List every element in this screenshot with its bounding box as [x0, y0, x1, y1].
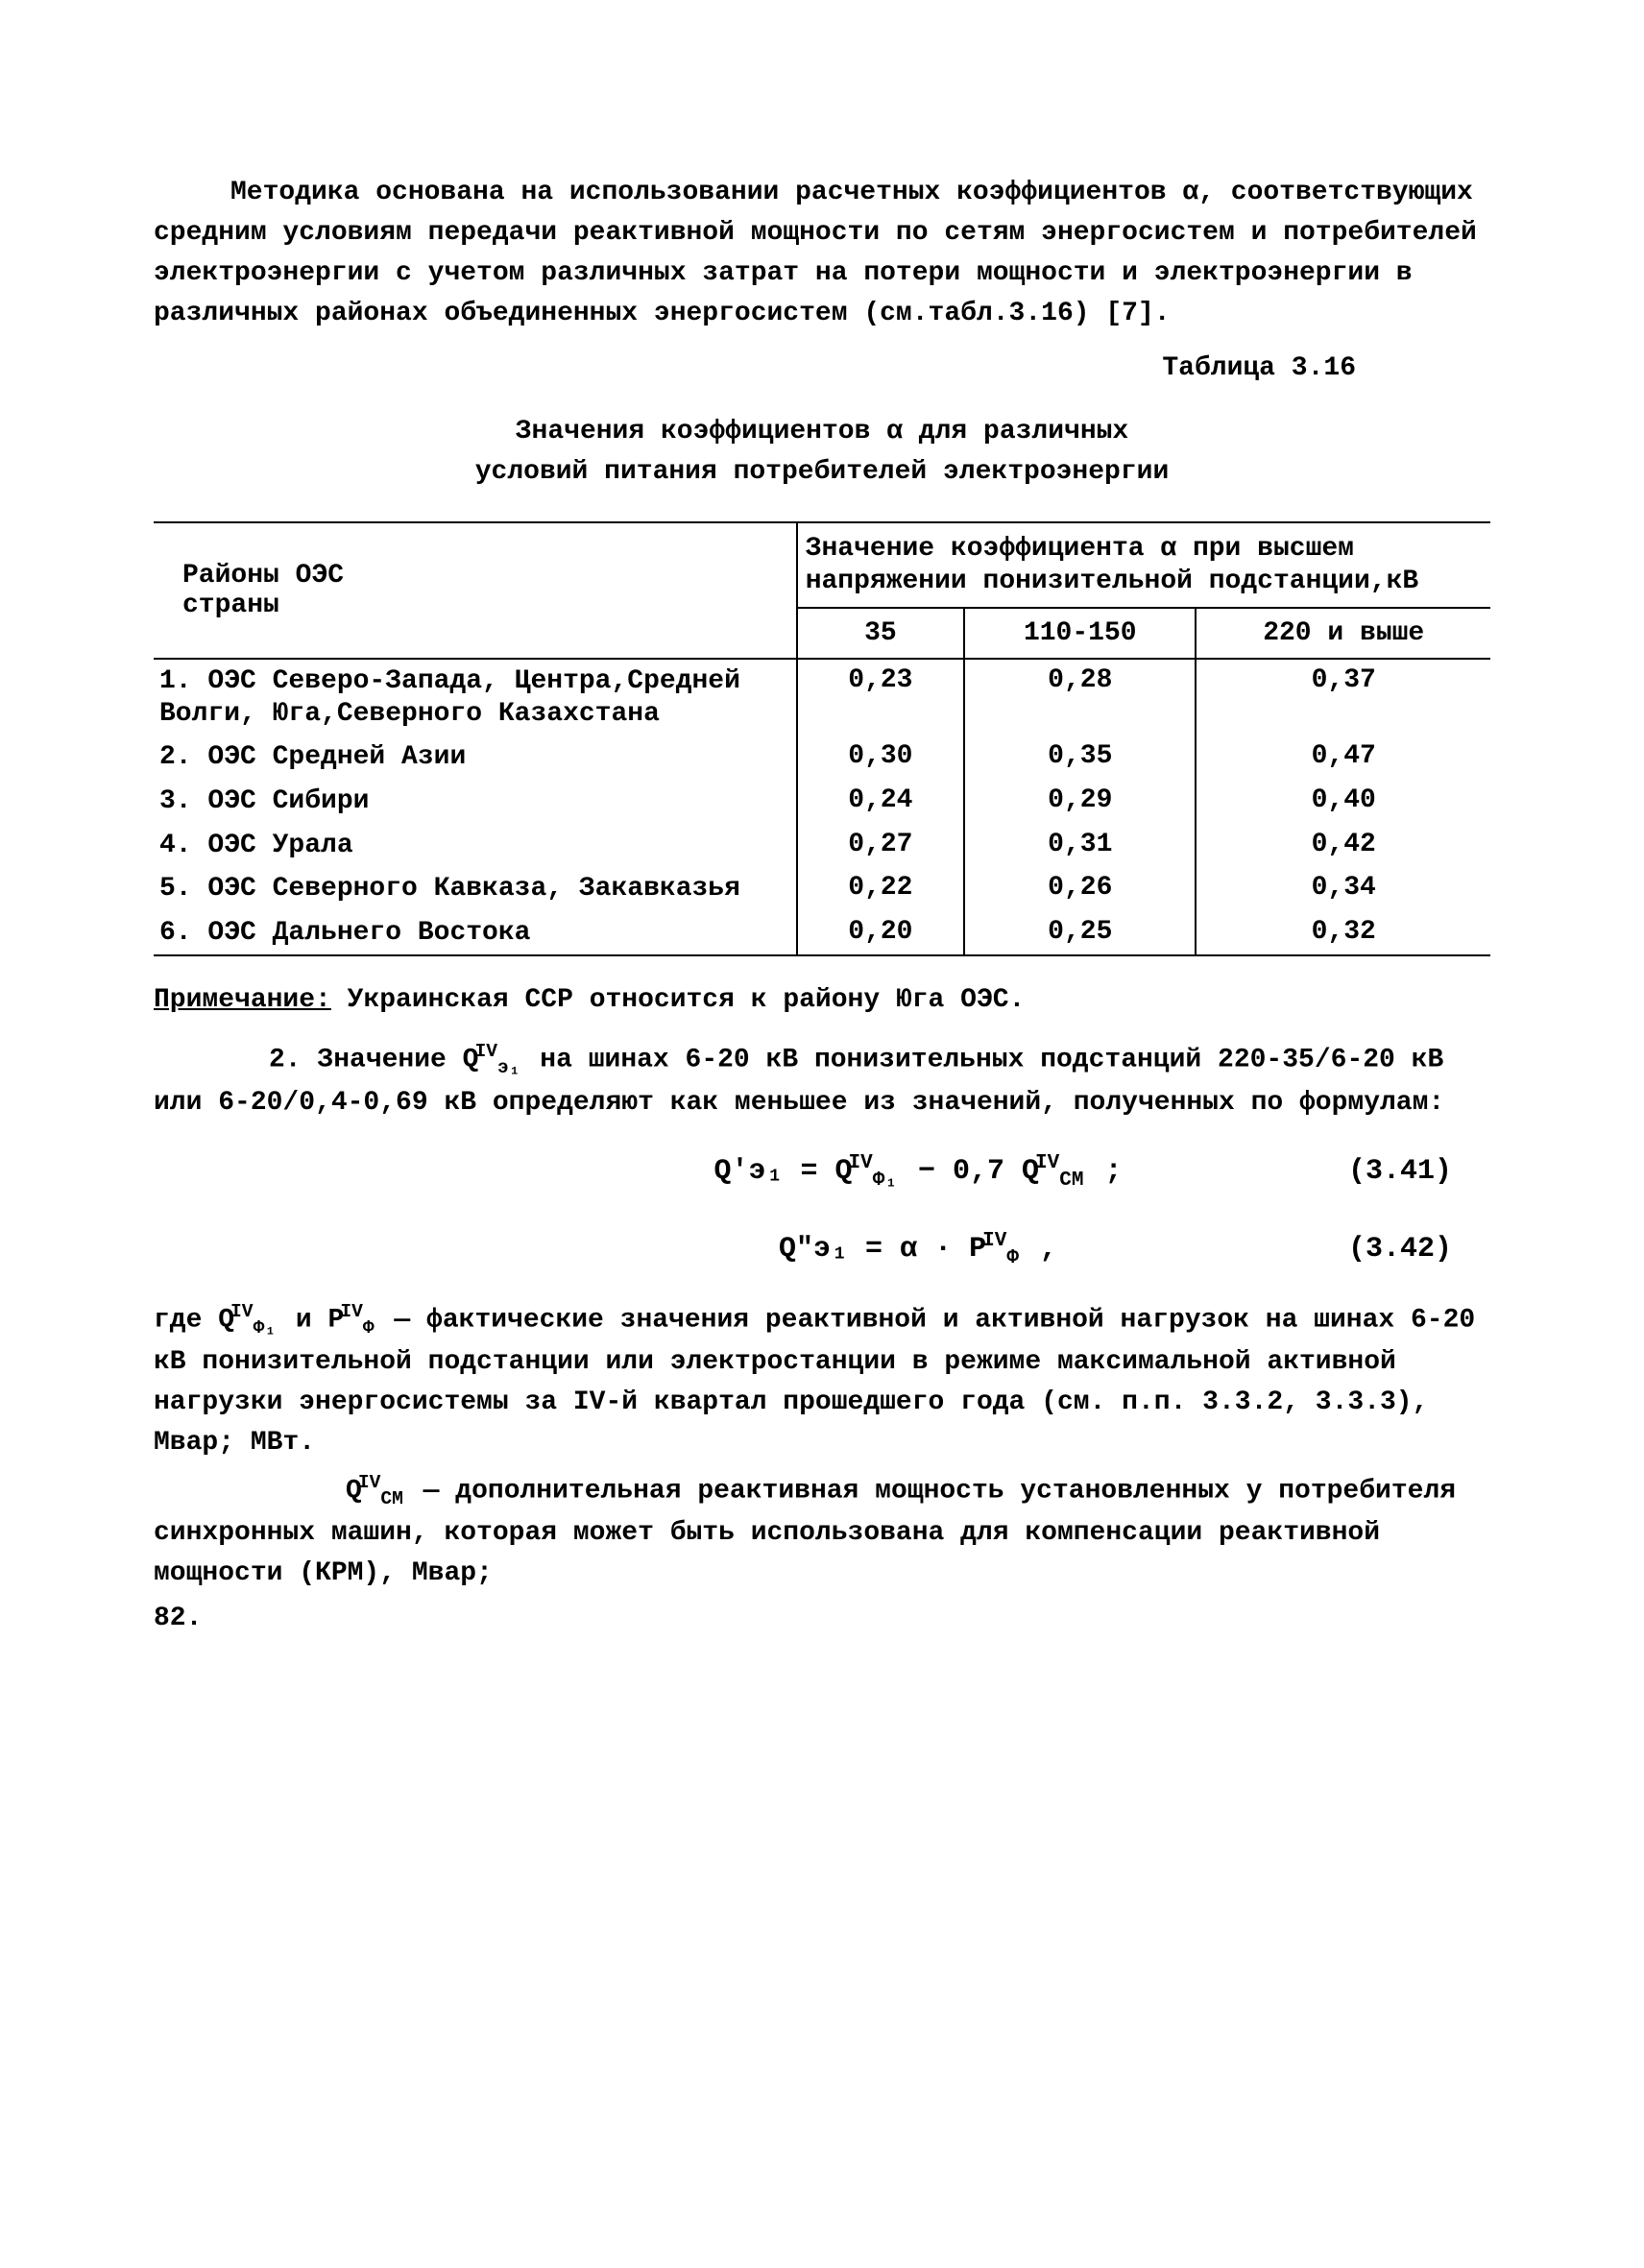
region-cell: 4. ОЭС Урала: [154, 824, 797, 868]
formula-number: (3.41): [1348, 1143, 1452, 1200]
table-row: 5. ОЭС Северного Кавказа, Закавказья 0,2…: [154, 867, 1490, 911]
header-regions: Районы ОЭС страны: [154, 522, 797, 659]
table-row: 2. ОЭС Средней Азии 0,30 0,35 0,47: [154, 736, 1490, 780]
section2-paragraph: 2. Значение QIVэ₁ на шинах 6-20 кВ пониз…: [154, 1038, 1490, 1122]
table-title: Значения коэффициентов α для различных у…: [154, 412, 1490, 493]
region-cell: 6. ОЭС Дальнего Востока: [154, 911, 797, 956]
value-cell: 0,22: [797, 867, 964, 911]
subheader-110-150: 110-150: [964, 608, 1196, 659]
note-text: Украинская ССР относится к району Юга ОЭ…: [331, 985, 1026, 1015]
subheader-35: 35: [797, 608, 964, 659]
value-cell: 0,32: [1196, 911, 1490, 956]
qcm-paragraph: QIVСМ — дополнительная реактивная мощнос…: [154, 1469, 1490, 1594]
value-cell: 0,29: [964, 780, 1196, 824]
formula-text: Q"э₁ = α · PIVФ ,: [779, 1220, 1057, 1279]
note-label: Примечание:: [154, 985, 331, 1015]
intro-paragraph: Методика основана на использовании расче…: [154, 173, 1490, 334]
value-cell: 0,20: [797, 911, 964, 956]
formula-text: Q'э₁ = QIVФ₁ − 0,7 QIVСМ ;: [714, 1143, 1123, 1201]
value-cell: 0,47: [1196, 736, 1490, 780]
value-cell: 0,34: [1196, 867, 1490, 911]
value-cell: 0,25: [964, 911, 1196, 956]
value-cell: 0,42: [1196, 824, 1490, 868]
region-cell: 5. ОЭС Северного Кавказа, Закавказья: [154, 867, 797, 911]
value-cell: 0,40: [1196, 780, 1490, 824]
where-paragraph: где QIVФ₁ и PIVФ — фактические значения …: [154, 1298, 1490, 1463]
value-cell: 0,24: [797, 780, 964, 824]
formula-3-42: Q"э₁ = α · PIVФ , (3.42): [154, 1220, 1490, 1279]
value-cell: 0,37: [1196, 659, 1490, 736]
table-label: Таблица 3.16: [154, 353, 1356, 383]
value-cell: 0,31: [964, 824, 1196, 868]
value-cell: 0,30: [797, 736, 964, 780]
region-cell: 3. ОЭС Сибири: [154, 780, 797, 824]
table-note: Примечание: Украинская ССР относится к р…: [154, 985, 1490, 1015]
value-cell: 0,28: [964, 659, 1196, 736]
formula-3-41: Q'э₁ = QIVФ₁ − 0,7 QIVСМ ; (3.41): [154, 1143, 1490, 1201]
region-cell: 1. ОЭС Северо-Запада, Центра,Средней Вол…: [154, 659, 797, 736]
page-number: 82.: [154, 1604, 1490, 1633]
formula-number: (3.42): [1348, 1220, 1452, 1278]
value-cell: 0,26: [964, 867, 1196, 911]
table-title-line1: Значения коэффициентов α для различных: [516, 417, 1129, 446]
table-row: 4. ОЭС Урала 0,27 0,31 0,42: [154, 824, 1490, 868]
table-row: 3. ОЭС Сибири 0,24 0,29 0,40: [154, 780, 1490, 824]
value-cell: 0,23: [797, 659, 964, 736]
table-title-line2: условий питания потребителей электроэнер…: [475, 457, 1170, 487]
value-cell: 0,27: [797, 824, 964, 868]
value-cell: 0,35: [964, 736, 1196, 780]
table-row: 1. ОЭС Северо-Запада, Центра,Средней Вол…: [154, 659, 1490, 736]
region-cell: 2. ОЭС Средней Азии: [154, 736, 797, 780]
subheader-220: 220 и выше: [1196, 608, 1490, 659]
table-row: 6. ОЭС Дальнего Востока 0,20 0,25 0,32: [154, 911, 1490, 956]
coefficients-table: Районы ОЭС страны Значение коэффициента …: [154, 521, 1490, 956]
header-valuecoef: Значение коэффициента α при высшем напря…: [797, 522, 1490, 608]
